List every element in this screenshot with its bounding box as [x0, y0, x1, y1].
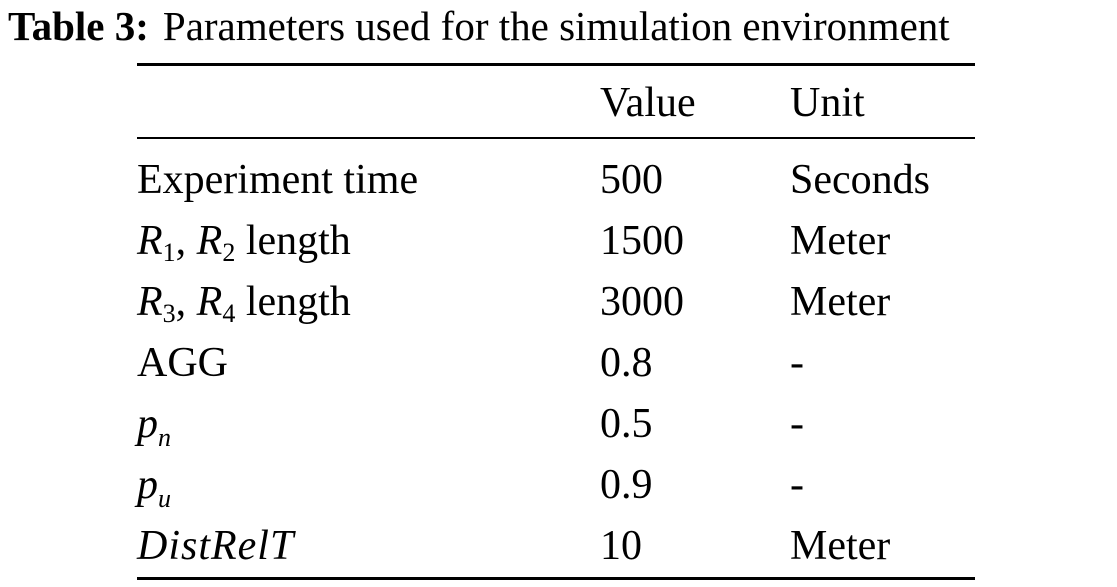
row-value-pn: 0.5: [600, 401, 653, 447]
row-unit-distrelt: Meter: [790, 523, 891, 569]
row-value-experiment-time: 500: [600, 157, 663, 203]
row-value-r1-r2-length: 1500: [600, 218, 684, 264]
row-param-distrelt: DistRelT: [137, 523, 295, 569]
row-unit-pu: -: [790, 462, 804, 508]
header-rule: [137, 137, 975, 139]
row-param-pu: pu: [137, 462, 171, 513]
row-value-pu: 0.9: [600, 462, 653, 508]
header-value: Value: [600, 80, 696, 126]
caption-label: Table 3:: [8, 3, 149, 49]
row-value-agg: 0.8: [600, 340, 653, 386]
row-unit-r1-r2-length: Meter: [790, 218, 891, 264]
row-param-agg: AGG: [137, 340, 228, 386]
table-caption: Table 3: Parameters used for the simulati…: [8, 2, 950, 50]
row-param-r3-r4-length: R3, R4 length: [137, 279, 351, 328]
row-unit-r3-r4-length: Meter: [790, 279, 891, 325]
top-rule: [137, 63, 975, 66]
row-value-distrelt: 10: [600, 523, 642, 569]
row-value-r3-r4-length: 3000: [600, 279, 684, 325]
row-param-experiment-time: Experiment time: [137, 157, 419, 203]
row-unit-experiment-time: Seconds: [790, 157, 930, 203]
row-unit-agg: -: [790, 340, 804, 386]
header-unit: Unit: [790, 80, 865, 126]
bottom-rule: [137, 577, 975, 580]
row-param-pn: pn: [137, 401, 171, 452]
row-unit-pn: -: [790, 401, 804, 447]
caption-text: Parameters used for the simulation envir…: [162, 3, 950, 49]
row-param-r1-r2-length: R1, R2 length: [137, 218, 351, 267]
